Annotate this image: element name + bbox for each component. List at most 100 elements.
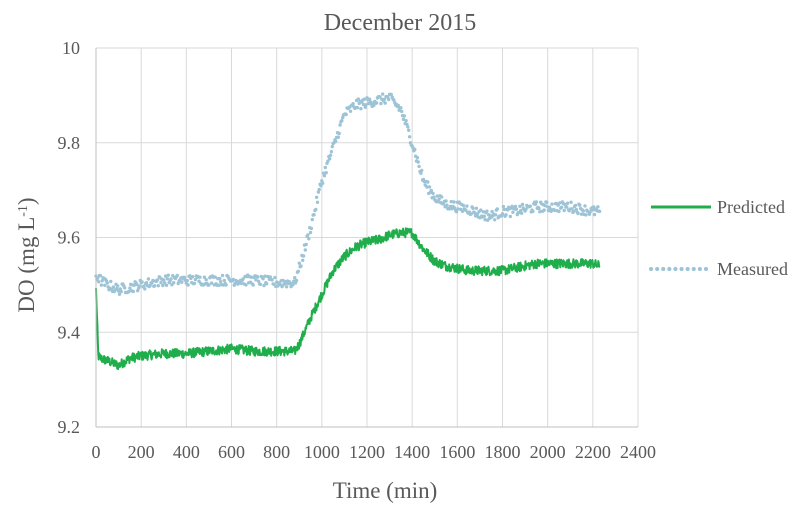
chart-title: December 2015 xyxy=(324,10,477,36)
measured-point xyxy=(407,128,411,132)
measured-point xyxy=(261,277,265,281)
measured-point xyxy=(263,274,267,278)
measured-point xyxy=(570,207,574,211)
x-axis-title: Time (min) xyxy=(333,478,438,503)
measured-point xyxy=(504,213,508,217)
measured-point xyxy=(351,102,355,106)
measured-point xyxy=(524,207,528,211)
measured-point xyxy=(135,282,139,287)
measured-point xyxy=(97,280,101,284)
legend: Predicted Measured xyxy=(649,197,788,279)
measured-point xyxy=(465,204,469,208)
measured-point xyxy=(356,97,360,101)
measured-point xyxy=(294,278,299,283)
measured-point xyxy=(334,139,338,143)
measured-point xyxy=(519,208,523,213)
measured-point xyxy=(572,209,576,213)
x-tick-label: 0 xyxy=(92,442,101,462)
measured-point xyxy=(558,201,562,205)
x-tick-label: 1400 xyxy=(394,442,430,462)
measured-point xyxy=(597,209,602,214)
measured-point xyxy=(534,200,539,204)
measured-point xyxy=(562,208,566,213)
measured-point xyxy=(340,119,344,123)
legend-label-predicted: Predicted xyxy=(717,197,785,217)
x-tick-label: 1200 xyxy=(349,442,385,462)
measured-point xyxy=(185,278,189,283)
measured-point xyxy=(307,237,311,241)
measured-point xyxy=(161,283,165,288)
measured-point xyxy=(565,205,569,209)
measured-point xyxy=(324,171,328,175)
measured-point xyxy=(592,212,597,217)
measured-point xyxy=(111,285,116,289)
measured-point xyxy=(454,210,459,214)
measured-point xyxy=(296,269,300,273)
measured-point xyxy=(520,202,525,207)
measured-point xyxy=(464,208,468,213)
measured-point xyxy=(280,284,284,289)
measured-point xyxy=(557,209,561,214)
measured-point xyxy=(490,209,494,214)
x-tick-label: 1800 xyxy=(485,442,521,462)
measured-point xyxy=(518,204,522,208)
measured-point xyxy=(123,286,127,290)
measured-point xyxy=(119,289,123,294)
measured-point xyxy=(148,283,152,288)
measured-point xyxy=(402,114,406,118)
y-tick-label: 9.8 xyxy=(58,133,81,153)
measured-point xyxy=(202,275,207,279)
measured-point xyxy=(591,208,595,212)
measured-point xyxy=(127,289,131,294)
measured-point xyxy=(550,202,554,206)
measured-point xyxy=(361,102,366,107)
measured-point xyxy=(407,135,412,139)
measured-point xyxy=(576,211,580,216)
measured-point xyxy=(538,210,542,214)
measured-point xyxy=(452,200,456,204)
measured-point xyxy=(291,283,295,287)
measured-point xyxy=(224,283,228,287)
measured-point xyxy=(471,206,475,210)
measured-point xyxy=(256,275,260,279)
measured-point xyxy=(531,209,535,214)
measured-point xyxy=(186,283,190,287)
measured-point xyxy=(374,101,379,105)
measured-point xyxy=(275,284,280,288)
measured-point xyxy=(315,200,320,204)
measured-point xyxy=(304,242,308,247)
measured-point xyxy=(151,278,155,283)
x-tick-label: 600 xyxy=(218,442,245,462)
measured-point xyxy=(330,144,334,149)
measured-point xyxy=(364,103,368,107)
measured-point xyxy=(427,185,432,189)
measured-point xyxy=(469,212,473,216)
measured-point xyxy=(204,278,208,282)
measured-point xyxy=(573,203,578,208)
measured-point xyxy=(312,213,316,217)
measured-point xyxy=(165,277,170,281)
y-axis-title: DO (mg L-1) xyxy=(14,197,39,312)
predicted-line xyxy=(95,227,601,371)
measured-point xyxy=(192,281,197,286)
axes: 0 200 400 600 800 1000 1200 1400 1600 1800 2000 220… xyxy=(58,38,657,462)
measured-point xyxy=(344,112,348,117)
measured-point xyxy=(284,285,289,289)
measured-point xyxy=(140,280,144,284)
x-tick-label: 400 xyxy=(173,442,200,462)
measured-point xyxy=(321,181,325,185)
measured-point xyxy=(578,203,582,207)
measured-point xyxy=(432,195,436,199)
measured-point xyxy=(144,281,149,285)
measured-point xyxy=(99,283,104,287)
measured-point xyxy=(543,203,547,208)
measured-point xyxy=(483,218,487,222)
measured-point xyxy=(542,208,546,212)
measured-point xyxy=(404,119,408,123)
measured-point xyxy=(415,156,420,160)
measured-point xyxy=(495,207,499,211)
measured-point xyxy=(479,208,483,212)
measured-point xyxy=(367,97,372,101)
measured-point xyxy=(164,283,169,287)
